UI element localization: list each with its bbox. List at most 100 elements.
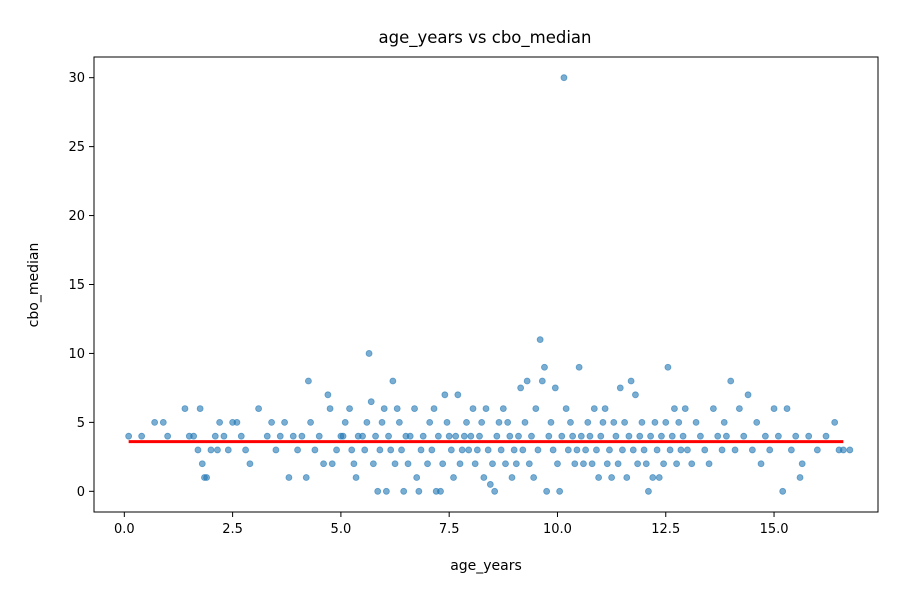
scatter-point	[528, 432, 535, 440]
scatter-point	[346, 405, 353, 412]
scatter-point	[567, 418, 574, 426]
scatter-point	[597, 432, 605, 440]
scatter-point	[437, 487, 444, 495]
y-tick-label: 25	[68, 140, 85, 155]
scatter-point	[621, 418, 629, 426]
scatter-point	[493, 432, 501, 440]
scatter-point	[664, 363, 672, 371]
scatter-point	[380, 405, 388, 412]
scatter-point	[582, 446, 590, 454]
scatter-point	[489, 460, 496, 468]
scatter-point	[406, 432, 414, 440]
scatter-point	[554, 460, 561, 468]
scatter-point	[627, 377, 635, 385]
scatter-point	[339, 432, 347, 440]
scatter-point	[562, 405, 570, 412]
scatter-point	[675, 418, 683, 426]
scatter-point	[616, 384, 624, 392]
scatter-point	[359, 432, 366, 440]
scatter-point	[413, 474, 421, 481]
scatter-point	[629, 446, 637, 454]
scatter-point	[382, 487, 390, 495]
scatter-point	[404, 460, 412, 468]
scatter-point	[194, 446, 202, 454]
scatter-point	[556, 487, 564, 495]
scatter-point	[601, 405, 609, 412]
scatter-point	[666, 446, 674, 454]
scatter-point	[398, 446, 405, 454]
x-axis-label: age_years	[450, 558, 522, 574]
x-axis: 0.0 2.5 5.0 7.5 10.0 12.5 15.0	[114, 512, 789, 537]
scatter-point	[315, 432, 323, 440]
scatter-point	[369, 460, 377, 468]
scatter-point	[753, 418, 761, 426]
scatter-point	[653, 446, 661, 454]
scatter-point	[701, 446, 709, 454]
scatter-point	[517, 384, 525, 392]
scatter-point	[363, 418, 371, 426]
scatter-point	[350, 460, 358, 468]
scatter-point	[242, 446, 250, 454]
scatter-point	[722, 432, 730, 440]
scatter-point	[374, 487, 382, 495]
scatter-point	[718, 446, 726, 454]
scatter-point	[491, 487, 499, 495]
scatter-point	[460, 432, 468, 440]
scatter-point	[311, 446, 319, 454]
scatter-point	[515, 432, 522, 440]
scatter-point	[606, 446, 613, 454]
scatter-point	[138, 432, 146, 440]
scatter-point	[731, 446, 739, 454]
scatter-point	[593, 446, 600, 454]
scatter-point	[417, 446, 425, 454]
scatter-point	[246, 460, 254, 468]
scatter-point	[521, 418, 529, 426]
scatter-point	[328, 460, 336, 468]
scatter-point	[211, 432, 219, 440]
scatter-point	[692, 418, 700, 426]
scatter-point	[586, 432, 594, 440]
scatter-point	[558, 432, 566, 440]
scatter-point	[341, 418, 349, 426]
scatter-point	[196, 405, 204, 412]
scatter-point	[770, 405, 778, 412]
scatter-point	[677, 446, 685, 454]
scatter-point	[512, 460, 520, 468]
scatter-point	[372, 432, 379, 440]
scatter-point	[400, 487, 408, 495]
scatter-point	[673, 460, 680, 468]
scatter-point	[766, 446, 774, 454]
plot-area	[125, 74, 854, 495]
scatter-point	[660, 460, 667, 468]
scatter-point	[506, 432, 514, 440]
scatter-point	[543, 487, 551, 495]
scatter-point	[774, 432, 782, 440]
scatter-point	[599, 418, 607, 426]
scatter-point	[476, 432, 483, 440]
scatter-point	[411, 405, 418, 412]
scatter-point	[647, 432, 654, 440]
scatter-point	[203, 474, 211, 481]
scatter-point	[454, 391, 462, 399]
scatter-point	[159, 418, 167, 426]
x-tick-label: 0.0	[114, 522, 135, 537]
scatter-point	[608, 474, 616, 481]
scatter-point	[638, 418, 646, 426]
x-tick-label: 10.0	[543, 522, 572, 537]
scatter-point	[580, 460, 587, 468]
scatter-point	[560, 74, 568, 82]
scatter-point	[216, 418, 224, 426]
scatter-point	[846, 446, 854, 454]
scatter-point	[268, 418, 275, 426]
scatter-point	[385, 432, 392, 440]
scatter-point	[612, 432, 620, 440]
scatter-point	[164, 432, 172, 440]
scatter-point	[564, 446, 572, 454]
scatter-point	[499, 405, 507, 412]
scatter-point	[387, 446, 395, 454]
scatter-point	[727, 377, 735, 385]
scatter-point	[590, 405, 598, 412]
scatter-point	[220, 432, 228, 440]
